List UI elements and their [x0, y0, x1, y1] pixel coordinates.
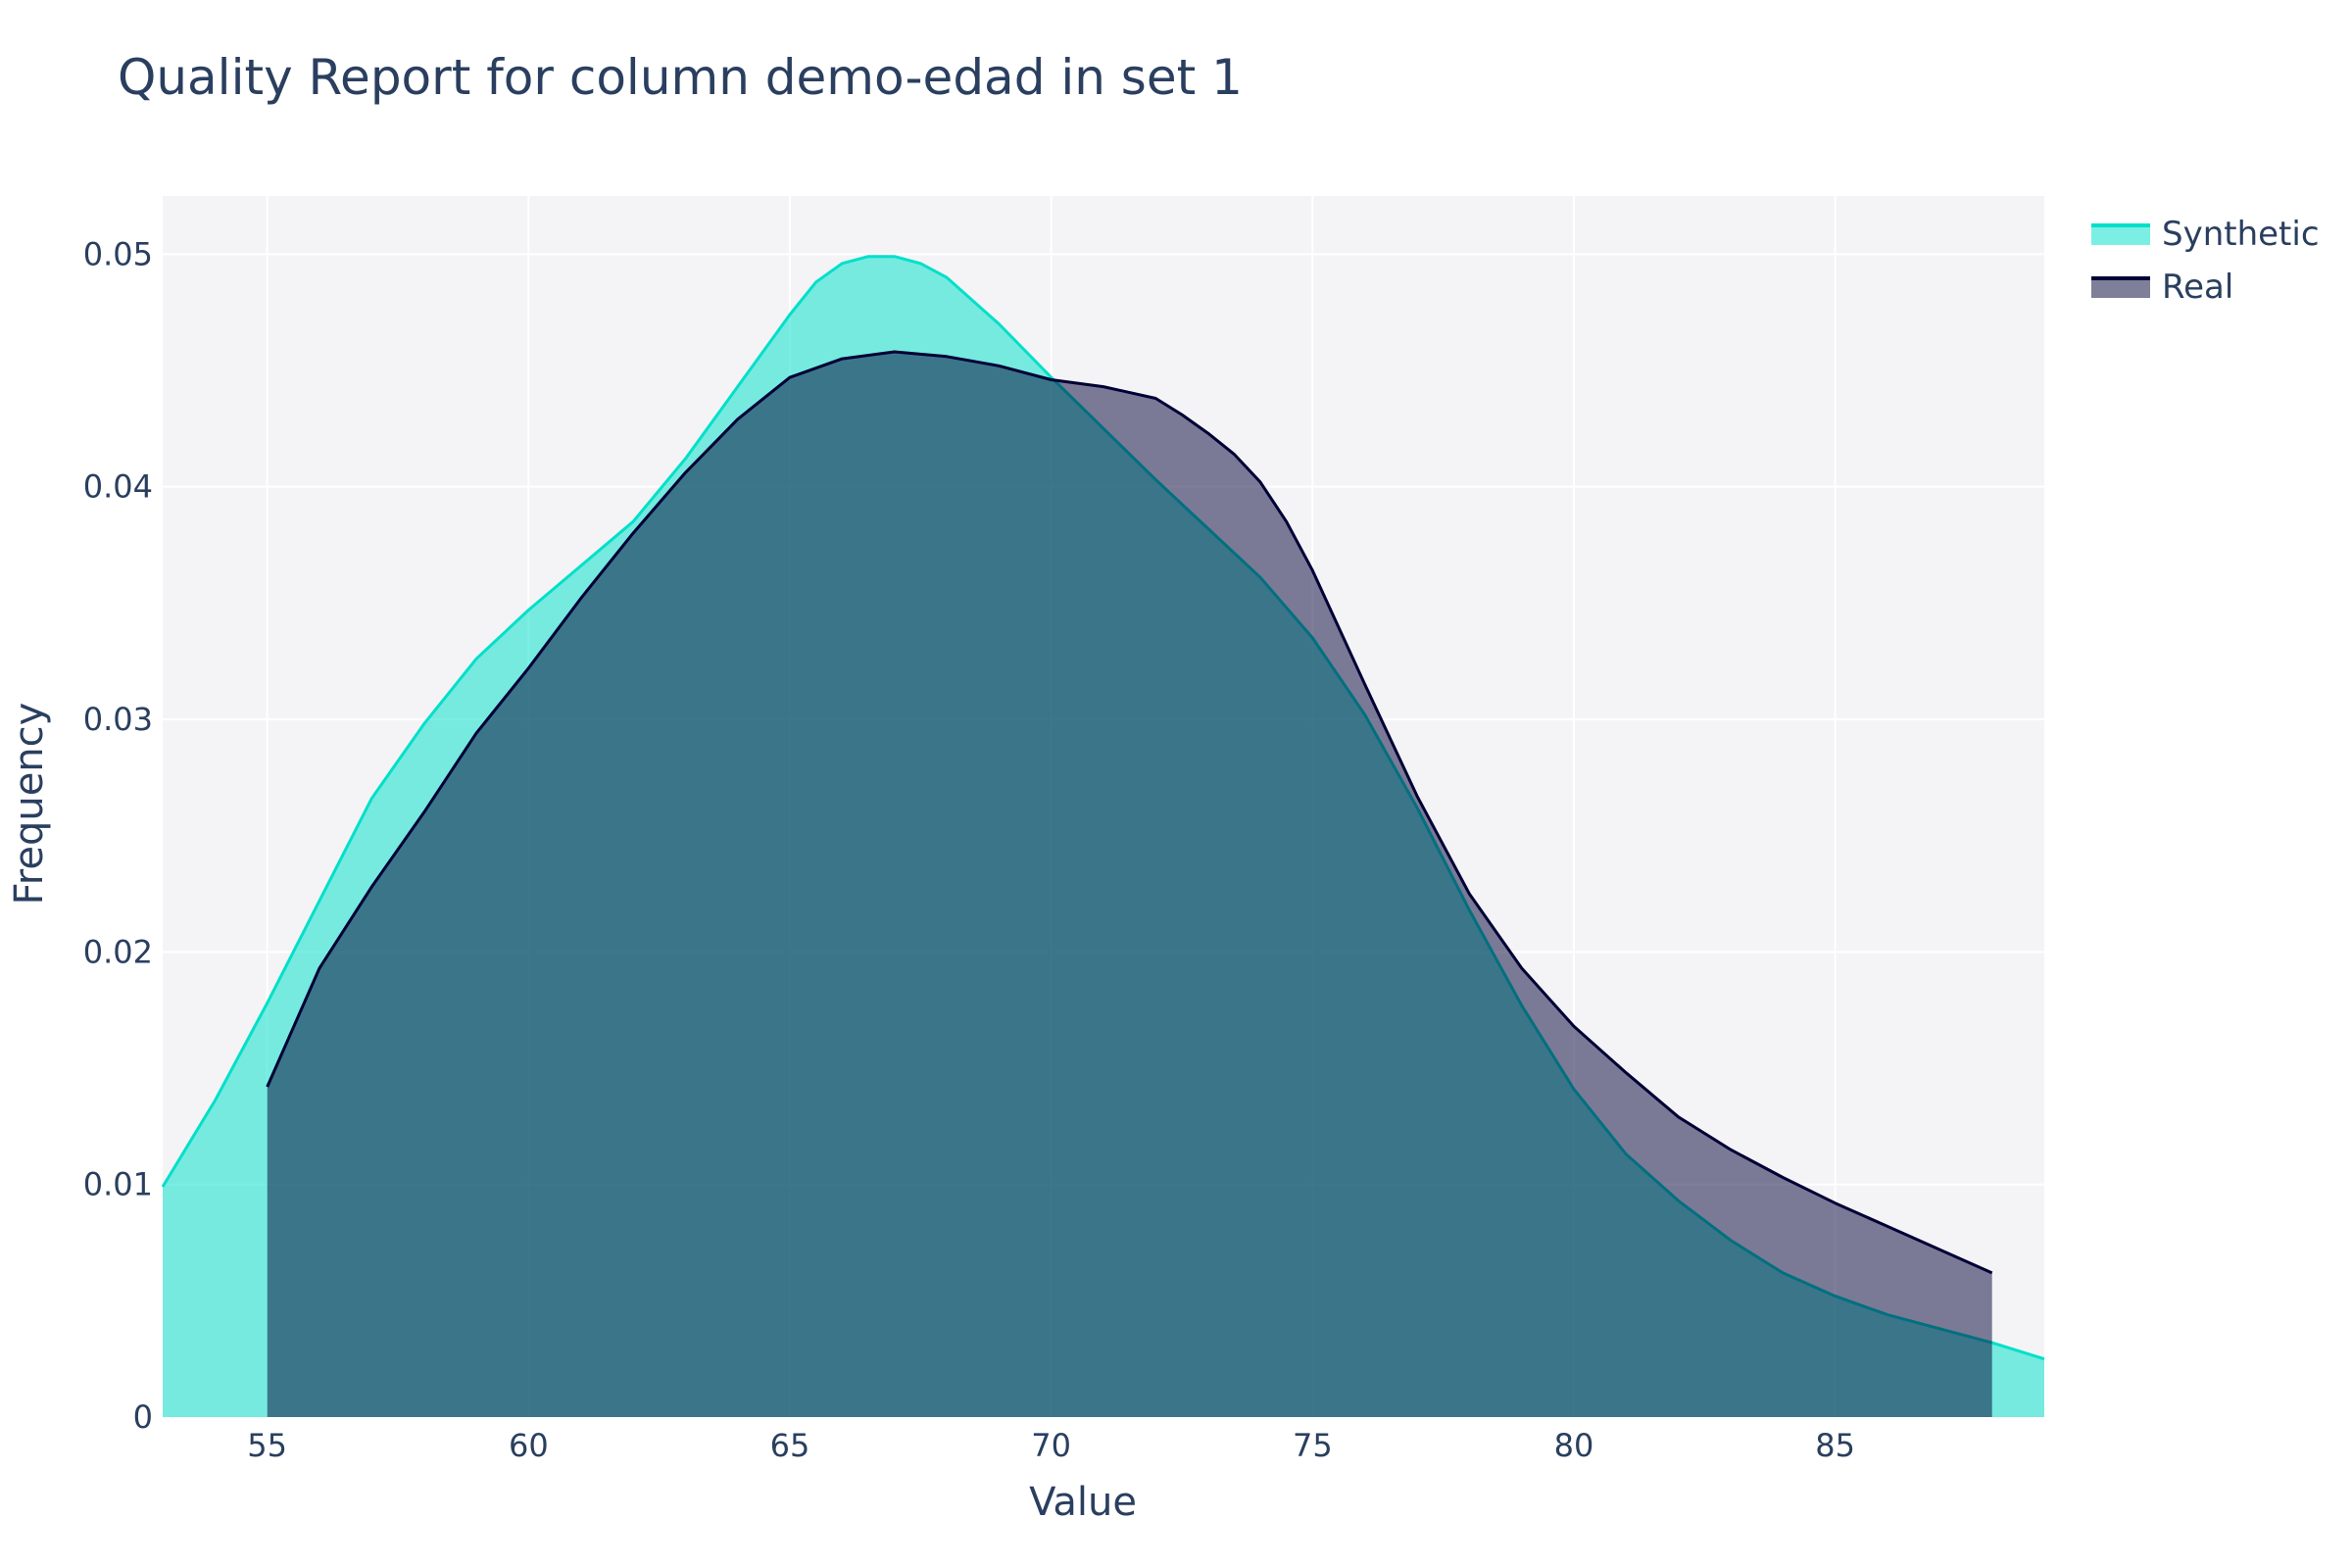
x-tick-label: 85	[1815, 1427, 1855, 1464]
series-line-real	[266, 350, 1993, 1275]
y-tick-label: 0.02	[83, 933, 153, 970]
y-tick-label: 0.03	[83, 701, 153, 738]
legend-swatch-synthetic	[2091, 223, 2150, 245]
legend-item-real[interactable]: Real	[2091, 261, 2320, 314]
area-fill-real	[267, 352, 1992, 1417]
legend-swatch-real	[2091, 276, 2150, 298]
x-tick-label: 60	[509, 1427, 549, 1464]
y-tick-label: 0.05	[83, 235, 153, 272]
x-tick-label: 80	[1554, 1427, 1594, 1464]
legend-item-synthetic[interactable]: Synthetic	[2091, 208, 2320, 261]
x-tick-label: 55	[247, 1427, 287, 1464]
legend-label-synthetic: Synthetic	[2162, 215, 2320, 254]
legend: Synthetic Real	[2091, 208, 2320, 314]
x-axis-label: Value	[1029, 1480, 1137, 1525]
y-tick-label: 0.04	[83, 468, 153, 506]
x-tick-label: 75	[1293, 1427, 1333, 1464]
x-tick-label: 70	[1031, 1427, 1071, 1464]
y-tick-label: 0	[133, 1398, 153, 1436]
series-layer	[161, 255, 2045, 1418]
y-tick-label: 0.01	[83, 1166, 153, 1203]
tick-labels: 55 60 65 70 75 80 85 0 0.01 0.02 0.03 0.04 0.05	[83, 235, 1855, 1464]
y-axis-label: Frequency	[7, 702, 52, 906]
chart-title: Quality Report for column demo-edad in s…	[118, 49, 1243, 106]
x-tick-label: 65	[770, 1427, 810, 1464]
legend-label-real: Real	[2162, 268, 2234, 307]
